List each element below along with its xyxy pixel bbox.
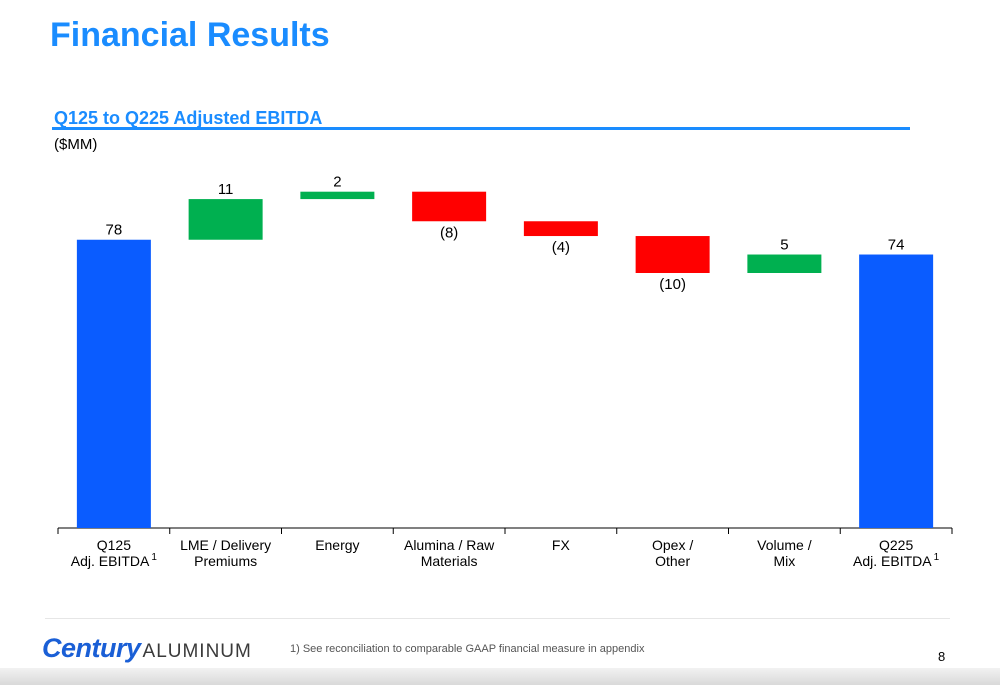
waterfall-bar-5 <box>523 221 598 237</box>
category-label: Adj. EBITDA 1 <box>853 552 940 569</box>
data-label: 11 <box>218 181 234 198</box>
category-label: Energy <box>315 537 359 553</box>
waterfall-bar-1 <box>76 239 151 528</box>
waterfall-bar-8 <box>859 254 934 529</box>
category-label: Adj. EBITDA 1 <box>71 552 158 569</box>
footnote: 1) See reconciliation to comparable GAAP… <box>290 643 645 655</box>
category-label: FX <box>552 537 571 553</box>
footnote-mark: 1 <box>934 552 940 563</box>
data-label: 2 <box>333 174 341 191</box>
category-label: Premiums <box>194 553 257 569</box>
waterfall-bar-3 <box>300 191 375 200</box>
century-aluminum-logo: Century ALUMINUM <box>42 633 252 663</box>
page-number: 8 <box>938 649 946 664</box>
data-label: 5 <box>780 237 788 254</box>
data-label: (4) <box>552 239 570 256</box>
category-label: Q125 <box>97 537 131 553</box>
page-title: Financial Results <box>50 16 330 54</box>
title-underline <box>52 127 910 130</box>
chart-title: Q125 to Q225 Adjusted EBITDA <box>54 108 323 128</box>
data-label: 78 <box>106 222 123 239</box>
category-label: Alumina / Raw <box>404 537 495 553</box>
category-label: Other <box>655 553 690 569</box>
waterfall-bar-7 <box>747 254 822 273</box>
category-label: Mix <box>773 553 795 569</box>
bottom-band <box>0 668 1000 685</box>
chart-units: ($MM) <box>54 136 98 153</box>
waterfall-bar-6 <box>635 236 710 273</box>
category-label: Materials <box>421 553 478 569</box>
waterfall-bar-4 <box>412 191 487 222</box>
logo-sub: ALUMINUM <box>142 641 252 662</box>
category-label: Volume / <box>757 537 812 553</box>
data-label: 74 <box>888 237 905 254</box>
category-label: LME / Delivery <box>180 537 271 553</box>
logo-brand: Century <box>42 633 141 663</box>
category-label: Q225 <box>879 537 913 553</box>
footer-divider <box>45 618 950 619</box>
category-label: Opex / <box>652 537 693 553</box>
data-label: (8) <box>440 224 458 241</box>
waterfall-bar-2 <box>188 199 263 240</box>
footnote-mark: 1 <box>151 552 157 563</box>
data-label: (10) <box>659 276 686 293</box>
